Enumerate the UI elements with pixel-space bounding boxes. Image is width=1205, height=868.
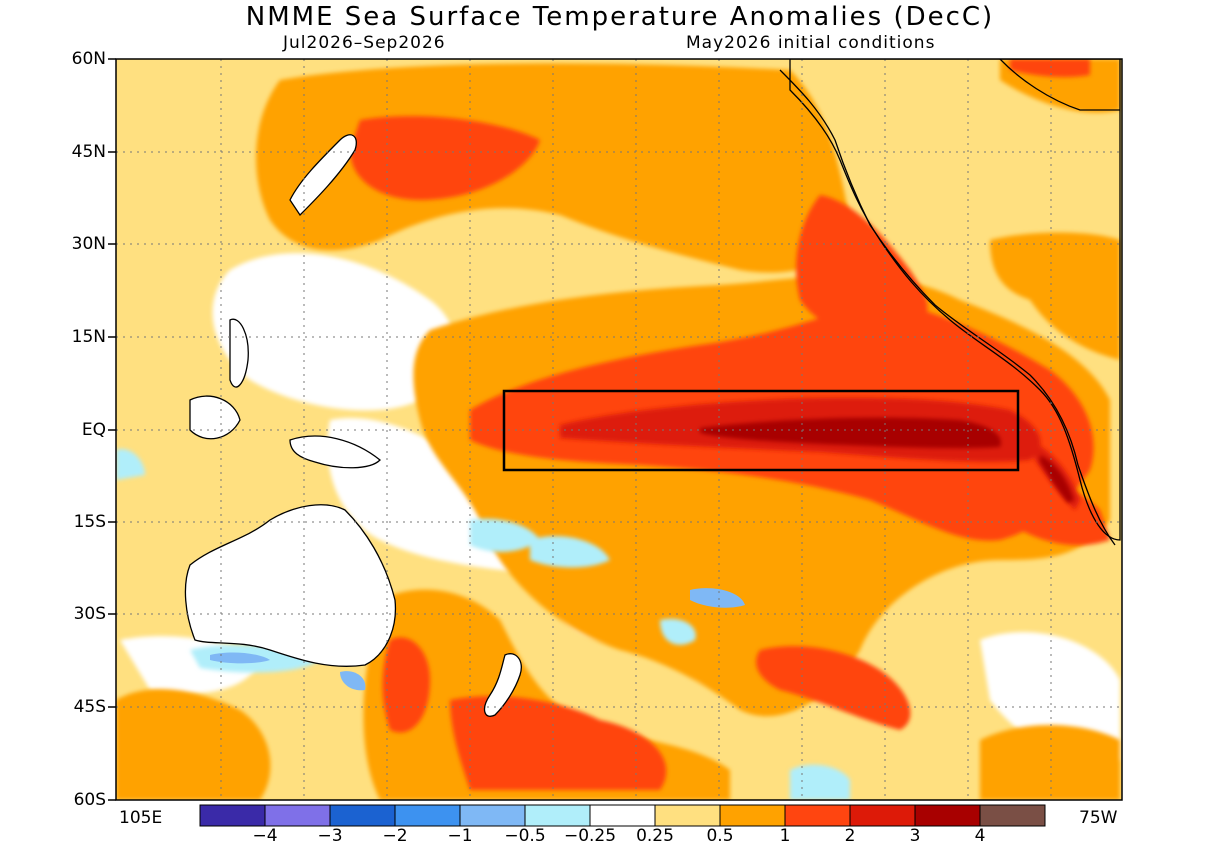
extreme-warm-areas — [700, 417, 1074, 503]
colorbar-swatch — [914, 804, 981, 827]
lat-label-45s: 45S — [73, 697, 106, 717]
colorbar-swatch — [654, 804, 721, 827]
americas-coastline — [779, 59, 1120, 546]
colorbar-tick-label: 0.25 — [636, 826, 674, 846]
graticule — [116, 59, 1122, 800]
americas-land — [789, 59, 1121, 541]
lat-label-45n: 45N — [71, 142, 106, 162]
borneo-land — [189, 395, 241, 440]
colorbar-swatch — [589, 804, 656, 827]
australia-land — [184, 504, 397, 667]
philippines-land — [229, 318, 249, 388]
lon-label-right: 75W — [1079, 808, 1118, 828]
lat-ticks — [108, 58, 116, 801]
colorbar-swatch — [719, 804, 786, 827]
colorbar-tick-label: −1 — [447, 826, 473, 846]
colorbar — [199, 804, 1046, 827]
colorbar-swatch — [459, 804, 526, 827]
colorbar-tick-label: −4 — [252, 826, 278, 846]
colorbar-tick-label: −3 — [317, 826, 343, 846]
moderate-cool-areas — [210, 588, 745, 691]
forecast-period: Jul2026–Sep2026 — [283, 33, 446, 53]
nino-region-box — [502, 389, 1020, 472]
sst-anomaly-field — [116, 59, 1122, 800]
lat-label-60n: 60N — [71, 49, 106, 69]
colorbar-swatch — [394, 804, 461, 827]
colorbar-swatch — [329, 804, 396, 827]
colorbar-swatch — [524, 804, 591, 827]
colorbar-swatch — [264, 804, 331, 827]
colorbar-tick-label: −0.5 — [504, 826, 546, 846]
japan-land — [289, 134, 357, 217]
new-guinea-land — [289, 435, 381, 469]
colorbar-tick-label: −2 — [382, 826, 408, 846]
colorbar-tick-label: 0.5 — [706, 826, 734, 846]
lat-label-30s: 30S — [73, 604, 106, 624]
colorbar-tick-label: 2 — [844, 826, 856, 846]
lon-label-left: 105E — [119, 808, 163, 828]
colorbar-tick-label: 1 — [779, 826, 791, 846]
colorbar-tick-label: 4 — [974, 826, 986, 846]
colorbar-swatch — [199, 804, 266, 827]
lat-label-15n: 15N — [71, 327, 106, 347]
colorbar-tick-label: −0.25 — [563, 826, 617, 846]
initial-conditions: May2026 initial conditions — [686, 33, 936, 53]
lat-label-60s: 60S — [73, 790, 106, 810]
lat-label-eq: EQ — [81, 420, 106, 440]
lat-label-15s: 15S — [73, 512, 106, 532]
colorbar-swatch — [849, 804, 916, 827]
colorbar-swatch — [979, 804, 1046, 827]
colorbar-swatch — [784, 804, 851, 827]
land-masses — [184, 59, 1121, 717]
new-zealand-land — [483, 653, 522, 717]
colorbar-tick-label: 3 — [909, 826, 921, 846]
lat-label-30n: 30N — [71, 234, 106, 254]
chart-title: NMME Sea Surface Temperature Anomalies (… — [245, 2, 995, 32]
